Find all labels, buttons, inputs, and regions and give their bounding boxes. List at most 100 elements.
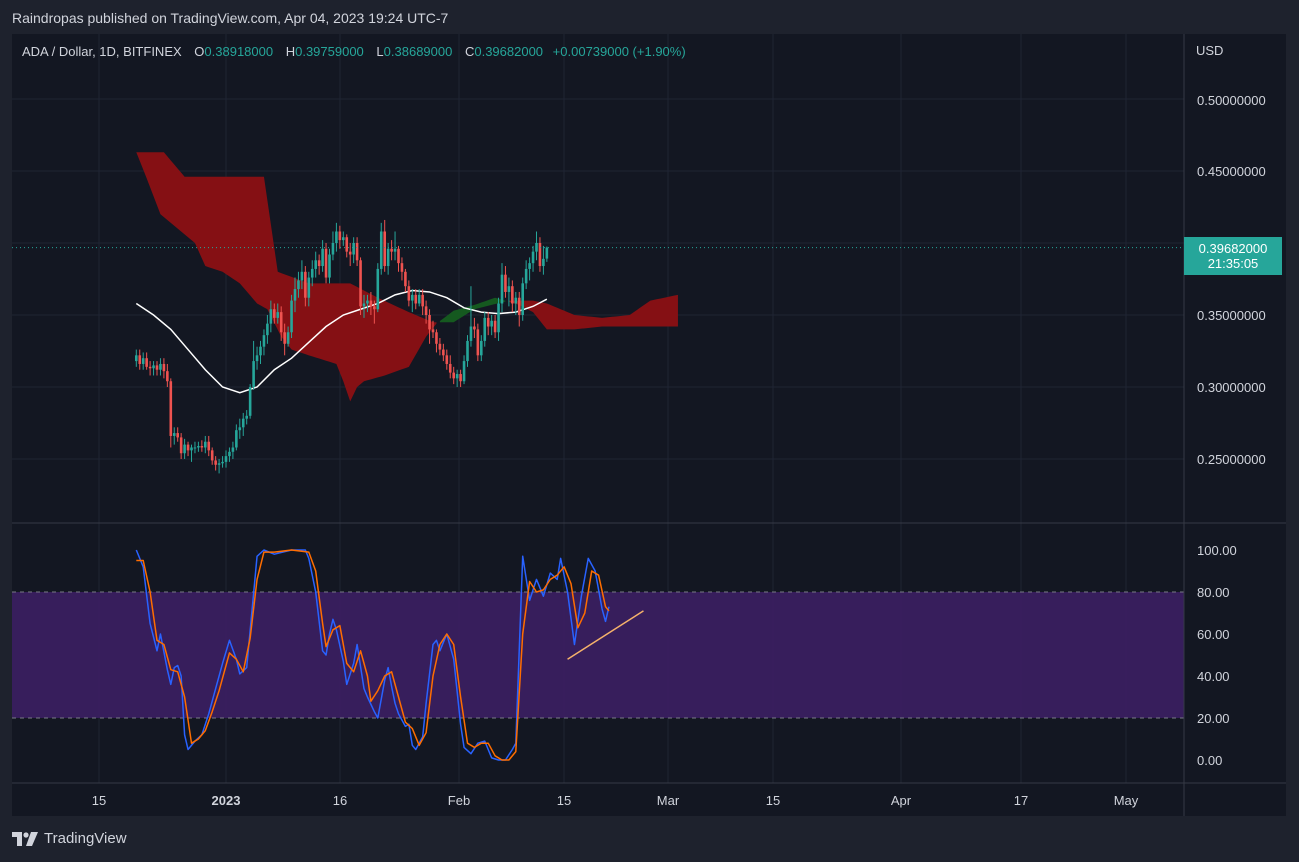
candle <box>490 315 493 336</box>
candle <box>159 358 162 376</box>
candle-body <box>228 451 231 457</box>
candle <box>528 257 531 281</box>
trendline-drawing[interactable] <box>567 610 644 660</box>
candle-body <box>342 237 345 241</box>
footer-brand[interactable]: TradingView <box>12 830 127 847</box>
high-label: H <box>285 44 296 59</box>
candle <box>355 237 359 267</box>
candle <box>141 352 145 370</box>
candle-body <box>500 274 504 304</box>
candle-body <box>373 306 376 310</box>
candle <box>521 277 524 321</box>
candle-body <box>172 433 176 436</box>
stochastic-panel <box>12 549 1184 761</box>
high-value: 0.39759000 <box>295 44 364 59</box>
candle <box>269 300 273 333</box>
candle-body <box>493 320 497 333</box>
candle <box>504 266 507 298</box>
candle <box>279 306 283 341</box>
candle-body <box>314 260 317 269</box>
candle-body <box>448 363 452 373</box>
candle-body <box>355 243 359 261</box>
moving-average <box>135 289 548 394</box>
candle-body <box>138 355 142 364</box>
cloud-bearish <box>508 294 678 330</box>
symbol-legend[interactable]: ADA / Dollar, 1D, BITFINEX O0.38918000 H… <box>22 44 686 59</box>
candle-body <box>252 361 255 387</box>
chart-frame[interactable]: 0.50000000 0.45000000 0.35000000 0.30000… <box>12 34 1286 816</box>
candle <box>517 291 521 327</box>
candle-body <box>538 243 542 267</box>
candle <box>145 352 148 370</box>
chart-canvas[interactable]: 0.50000000 0.45000000 0.35000000 0.30000… <box>12 34 1286 816</box>
candle <box>235 424 238 451</box>
candle <box>217 459 221 474</box>
candle-body <box>421 294 424 307</box>
candle-body <box>390 248 393 252</box>
currency-label[interactable]: USD <box>1196 43 1224 58</box>
time-tick: 2023 <box>212 793 241 808</box>
candle <box>297 271 300 298</box>
candle-body <box>190 447 193 451</box>
candle-body <box>345 237 349 252</box>
candle-body <box>531 251 535 264</box>
time-axis[interactable]: 15 2023 16 Feb 15 Mar 15 Apr 17 May <box>92 793 1139 808</box>
candle <box>293 277 297 313</box>
symbol-name[interactable]: ADA / Dollar, 1D, BITFINEX <box>22 44 182 59</box>
candle-body <box>266 323 269 336</box>
candle <box>383 219 386 272</box>
candle-body <box>438 343 442 350</box>
candle-body <box>348 251 352 255</box>
candle-body <box>404 271 407 287</box>
candle <box>428 309 431 344</box>
candle <box>448 355 452 379</box>
candle <box>545 246 549 262</box>
candle <box>445 349 449 370</box>
candle <box>228 447 231 462</box>
candle <box>197 441 200 452</box>
candle <box>417 289 421 307</box>
candle <box>179 433 183 459</box>
candle-body <box>338 231 342 241</box>
candle <box>335 222 338 252</box>
candle <box>162 358 166 379</box>
candle <box>273 303 276 324</box>
candle-body <box>452 372 455 379</box>
candle-body <box>241 418 245 428</box>
candle <box>442 343 445 362</box>
candle <box>176 427 179 442</box>
candle <box>255 346 259 370</box>
candle <box>404 268 407 292</box>
candle-body <box>497 303 500 333</box>
price-tick: 0.30000000 <box>1197 380 1266 395</box>
candle-body <box>480 340 483 356</box>
candle <box>204 435 207 454</box>
candle-body <box>283 332 286 344</box>
candlesticks <box>135 219 549 474</box>
candle <box>210 447 214 465</box>
low-value: 0.38689000 <box>383 44 453 59</box>
candle-body <box>214 460 217 465</box>
candle-body <box>459 374 462 382</box>
candle <box>500 263 504 313</box>
time-tick: Apr <box>891 793 912 808</box>
time-tick: 15 <box>766 793 780 808</box>
candle <box>307 271 311 307</box>
candle-body <box>435 332 438 344</box>
stochastic-axis[interactable]: 100.00 80.00 60.00 40.00 20.00 0.00 <box>1197 543 1237 768</box>
stoch-d-line <box>136 549 610 761</box>
candle-body <box>366 300 369 304</box>
candle <box>241 412 245 436</box>
candle <box>262 329 266 356</box>
candle <box>514 291 518 315</box>
candle <box>148 361 152 376</box>
candle-body <box>193 447 197 449</box>
candle-body <box>245 415 248 419</box>
candle-body <box>307 277 311 298</box>
candle-body <box>369 300 373 307</box>
candle-body <box>155 365 159 370</box>
candle <box>393 231 397 261</box>
price-axis[interactable]: 0.50000000 0.45000000 0.35000000 0.30000… <box>1197 93 1266 467</box>
stoch-tick: 0.00 <box>1197 753 1222 768</box>
stoch-k-line <box>135 549 610 761</box>
